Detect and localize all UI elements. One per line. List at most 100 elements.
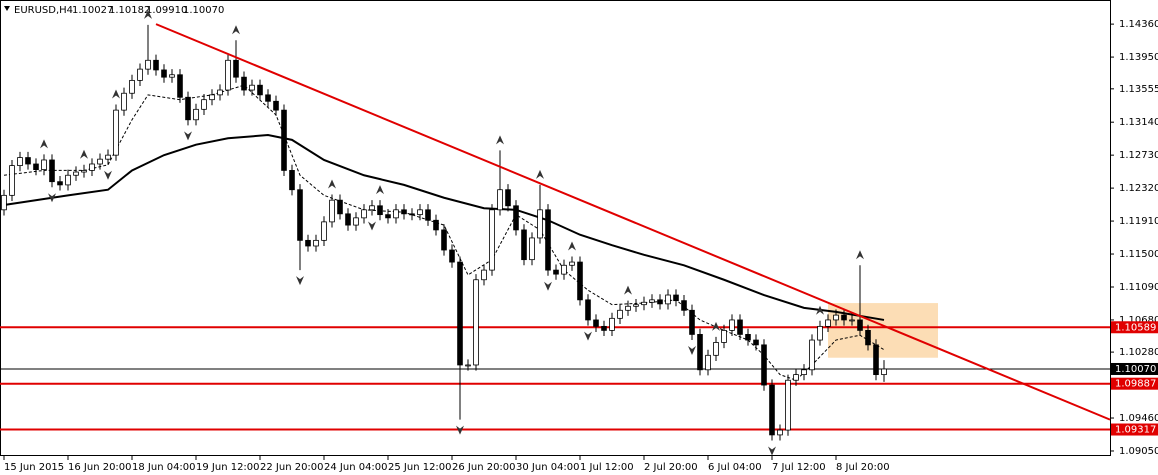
candle-body [545, 209, 551, 271]
candle-body [625, 305, 631, 311]
fractal-up [328, 179, 336, 189]
candle-body [761, 344, 767, 386]
y-tick-label: 1.10680 [1119, 315, 1158, 326]
candle-body [881, 368, 887, 376]
candle-body [353, 217, 359, 226]
candle-body [265, 94, 271, 102]
x-tick-label: 24 Jun 04:00 [324, 462, 388, 473]
y-tick-label: 1.13950 [1119, 52, 1158, 63]
last-bar-value: 1.09910 [146, 5, 187, 16]
candle-body [689, 309, 695, 335]
fractal-up [624, 285, 632, 295]
x-tick-label: 25 Jun 12:00 [388, 462, 452, 473]
candle-body [49, 159, 55, 183]
last-bar-value: 1.10182 [109, 5, 150, 16]
candle-body [769, 384, 775, 436]
candle-body [825, 319, 831, 327]
level-label: 1.09317 [1115, 425, 1156, 436]
candle-body [281, 109, 287, 171]
candle-body [489, 209, 495, 271]
candle-body [417, 209, 423, 216]
candle-body [345, 213, 351, 226]
candle-body [97, 158, 103, 165]
candle-body [201, 99, 207, 110]
plot-frame [0, 0, 1111, 456]
candle-body [505, 189, 511, 207]
candle-body [385, 214, 391, 219]
x-tick-label: 1 Jul 12:00 [580, 462, 634, 473]
candle-body [41, 159, 47, 171]
candle-body [401, 209, 407, 215]
x-tick-label: 8 Jul 20:00 [836, 462, 890, 473]
level-label: 1.09887 [1115, 379, 1156, 390]
level-label-box [1111, 423, 1158, 436]
x-tick-label: 2 Jul 20:00 [644, 462, 698, 473]
fractal-up [40, 139, 48, 149]
candle-body [809, 339, 815, 371]
candle-body [609, 317, 615, 331]
candle-body [673, 294, 679, 302]
y-tick-label: 1.10280 [1119, 347, 1158, 358]
candle-body [441, 229, 447, 251]
x-tick-label: 7 Jul 12:00 [772, 462, 826, 473]
fast-ma [3, 84, 885, 381]
y-tick-label: 1.13140 [1119, 117, 1158, 128]
candle-body [257, 84, 263, 96]
candle-body [1, 194, 7, 211]
candle-body [137, 68, 143, 81]
candle-body [465, 364, 471, 367]
trendline [155, 23, 1111, 421]
candle-body [593, 319, 599, 327]
candle-body [529, 237, 535, 261]
candle-body [9, 165, 15, 196]
fractal-up [856, 250, 864, 260]
candle-body [841, 314, 847, 321]
candle-body [273, 100, 279, 111]
candle-body [433, 219, 439, 231]
fractal-down [768, 446, 776, 456]
candle-body [57, 181, 63, 186]
y-tick-label: 1.14360 [1119, 19, 1158, 30]
y-tick-label: 1.11910 [1119, 216, 1158, 227]
candle-body [497, 189, 503, 211]
candle-body [721, 329, 727, 343]
y-tick-label: 1.09050 [1119, 446, 1158, 457]
candle-body [113, 109, 119, 156]
x-tick-label: 15 Jun 2015 [4, 462, 64, 473]
candle-body [865, 329, 871, 346]
candle-body [585, 299, 591, 321]
candle-body [313, 239, 319, 247]
candle-body [369, 205, 375, 211]
candle-body [241, 76, 247, 91]
last-bar-value: 1.10027 [72, 5, 113, 16]
candle-body [121, 92, 127, 111]
candle-body [249, 84, 255, 91]
x-tick-label: 19 Jun 12:00 [196, 462, 260, 473]
level-label: 1.10589 [1115, 322, 1156, 333]
candle-body [753, 339, 759, 346]
candle-body [801, 369, 807, 376]
candle-body [649, 299, 655, 303]
fractal-down [184, 131, 192, 141]
candle-body [729, 319, 735, 331]
y-tick-label: 1.11500 [1119, 249, 1158, 260]
candle-body [233, 59, 239, 78]
fractal-down [104, 170, 112, 180]
fractal-up [376, 185, 384, 195]
candle-body [209, 94, 215, 101]
candle-body [665, 294, 671, 305]
candle-body [425, 209, 431, 221]
fractal-down [456, 425, 464, 435]
candle-body [785, 379, 791, 431]
candle-body [25, 157, 31, 165]
candle-body [449, 249, 455, 263]
fractal-up [536, 169, 544, 179]
candle-body [873, 344, 879, 376]
x-tick-label: 22 Jun 20:00 [260, 462, 324, 473]
y-tick-label: 1.12320 [1119, 183, 1158, 194]
fractal-up [816, 305, 824, 315]
candle-body [633, 304, 639, 307]
candle-body [297, 189, 303, 241]
fractal-up [144, 9, 152, 19]
